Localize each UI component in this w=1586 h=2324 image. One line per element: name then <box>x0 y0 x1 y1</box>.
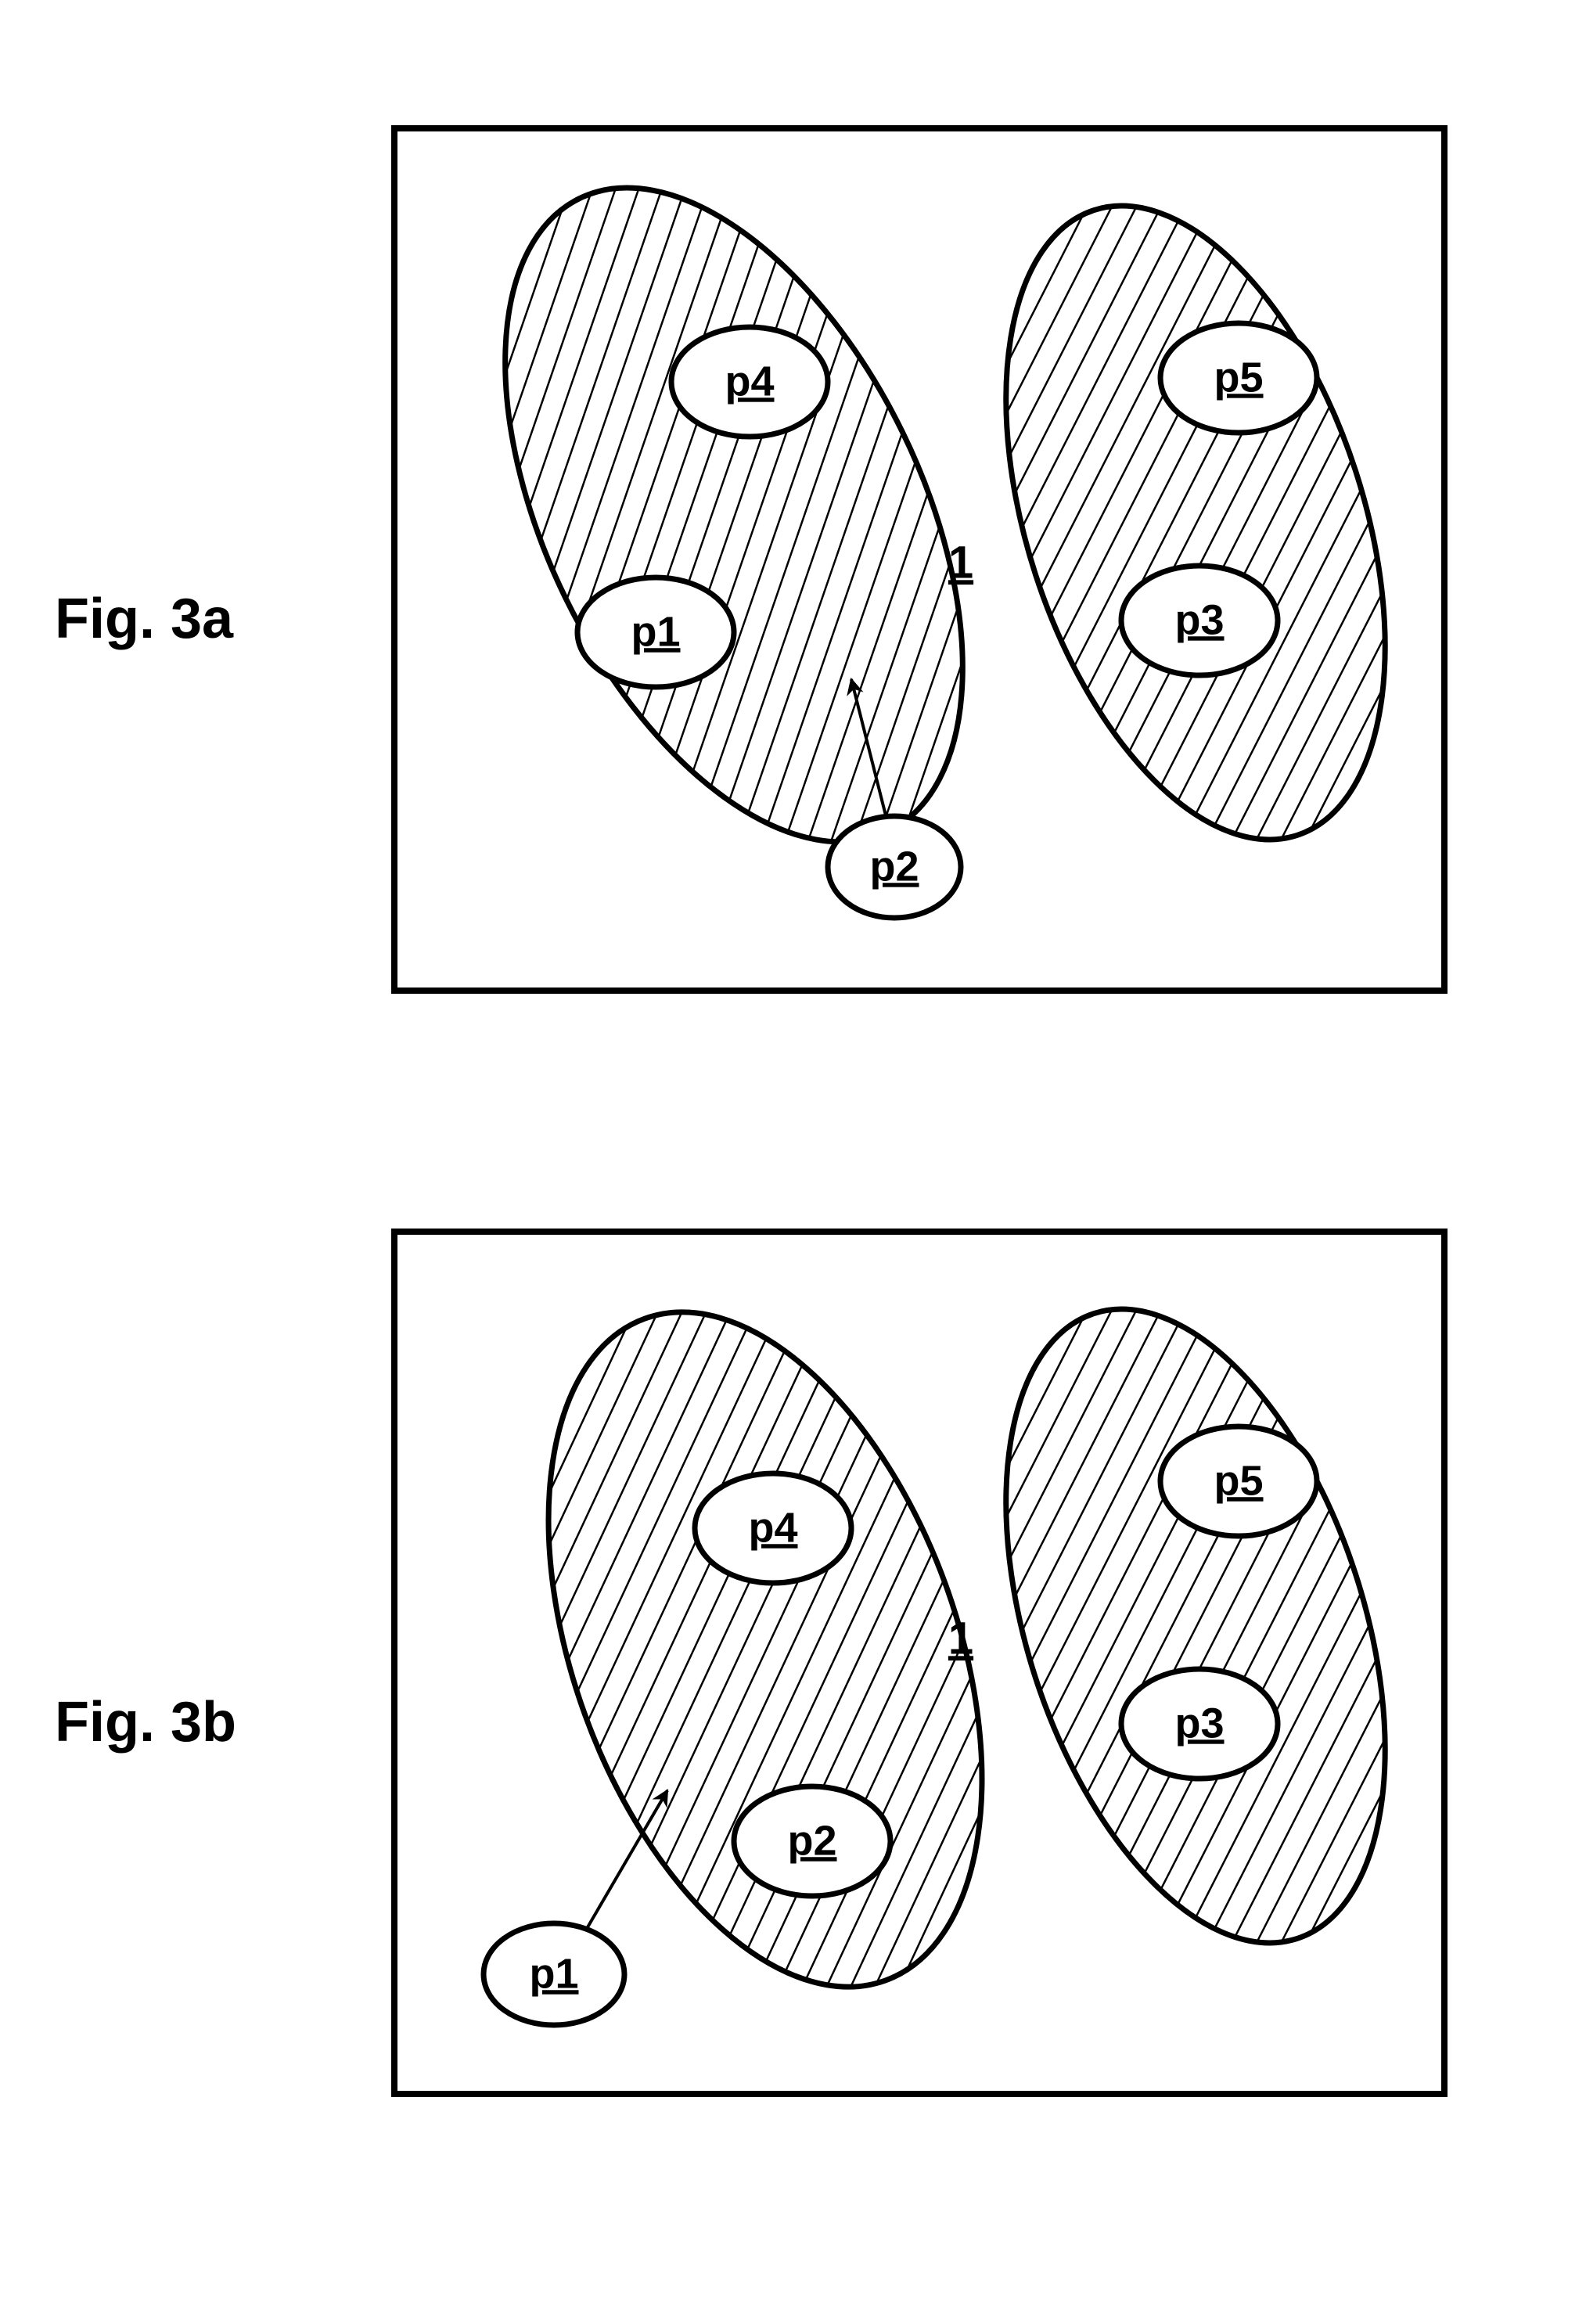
figure-a-svg: p4 p1 p2 p5 p3 1 <box>397 131 1454 1000</box>
arrow <box>585 1790 667 1931</box>
node-label: p2 <box>869 843 919 890</box>
node-p5: p5 <box>1160 323 1317 433</box>
figure-a-label: Fig. 3a <box>55 587 233 651</box>
node-p2: p2 <box>734 1786 890 1896</box>
node-p3: p3 <box>1121 1669 1278 1779</box>
cluster-ellipse <box>411 131 1057 914</box>
cluster-ellipse <box>934 158 1454 887</box>
center-label: 1 <box>948 537 973 588</box>
node-label: p5 <box>1214 1457 1263 1504</box>
node-label: p3 <box>1174 596 1224 643</box>
node-label: p3 <box>1174 1700 1224 1747</box>
node-p1: p1 <box>484 1923 624 2025</box>
node-label: p5 <box>1214 354 1263 401</box>
node-label: p1 <box>529 1950 578 1997</box>
figure-b-panel: p4 p2 p1 p5 p3 1 <box>391 1229 1448 2097</box>
node-label: p2 <box>787 1817 836 1864</box>
figure-a-panel: p4 p1 p2 p5 p3 1 <box>391 125 1448 994</box>
figure-a-label-text: Fig. 3a <box>55 588 233 650</box>
figure-b-label-text: Fig. 3b <box>55 1691 236 1754</box>
center-label: 1 <box>948 1613 973 1664</box>
node-p5: p5 <box>1160 1426 1317 1536</box>
node-p4: p4 <box>671 327 828 437</box>
node-p1: p1 <box>577 577 734 687</box>
node-label: p4 <box>748 1504 797 1551</box>
node-p2: p2 <box>828 816 961 918</box>
node-p4: p4 <box>695 1473 851 1583</box>
node-p3: p3 <box>1121 566 1278 675</box>
node-label: p4 <box>725 358 774 405</box>
node-label: p1 <box>631 608 680 655</box>
cluster-ellipse <box>934 1261 1454 1991</box>
figure-b-svg: p4 p2 p1 p5 p3 1 <box>397 1235 1454 2103</box>
figure-b-label: Fig. 3b <box>55 1690 236 1754</box>
